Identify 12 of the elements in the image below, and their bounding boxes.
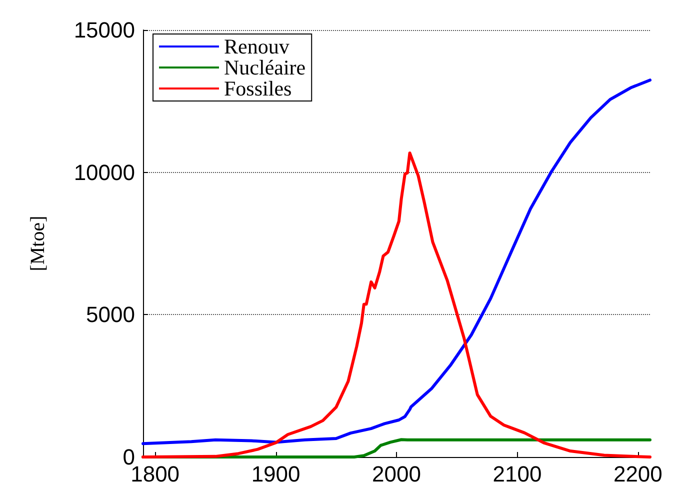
x-tick-label: 2100 <box>492 462 542 486</box>
x-tick-label: 2200 <box>613 462 662 486</box>
y-tick-label: 10000 <box>74 160 135 185</box>
y-tick-label: 15000 <box>74 18 135 42</box>
x-tick-label: 1900 <box>251 462 300 486</box>
legend-label: Renouv <box>224 34 290 58</box>
x-tick-label: 2000 <box>372 462 421 486</box>
legend-label: Fossiles <box>224 76 292 100</box>
y-axis-title: [Mtoe] <box>27 216 49 272</box>
y-tick-label: 5000 <box>86 302 135 328</box>
legend-label: Nucléaire <box>224 56 306 80</box>
line-series <box>142 78 652 446</box>
